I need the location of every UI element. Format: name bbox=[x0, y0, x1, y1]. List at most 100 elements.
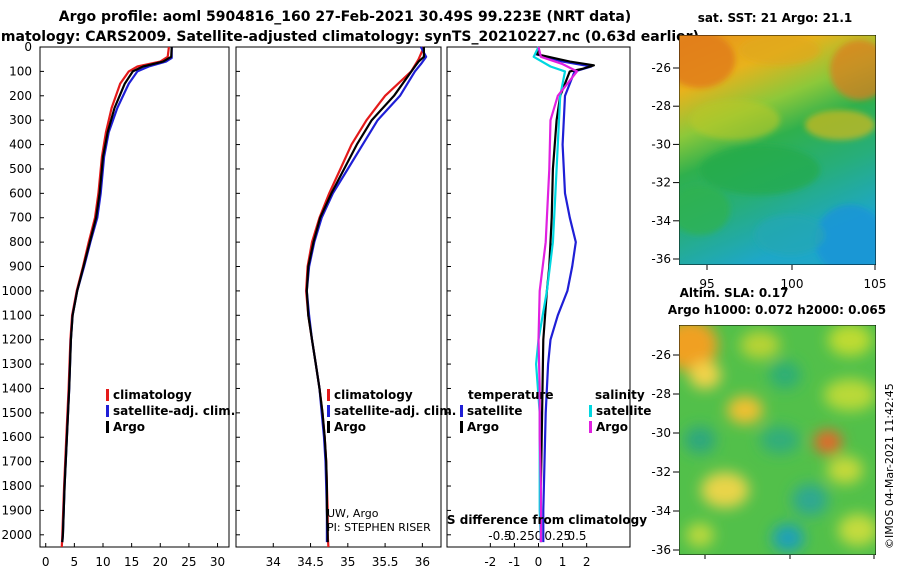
series-line-temperature-satellite bbox=[534, 46, 593, 543]
series-line-salinity-satellite bbox=[532, 46, 567, 543]
depth-tick-label: 400 bbox=[9, 138, 32, 152]
sla-texture bbox=[679, 325, 876, 552]
x-tick-label: 34 bbox=[266, 555, 281, 569]
top-x-tick-label: 0 bbox=[535, 529, 543, 543]
depth-tick-label: 2000 bbox=[1, 528, 32, 542]
salinity-panel-frame bbox=[235, 46, 442, 548]
x-tick-label: 10 bbox=[95, 555, 110, 569]
x-tick-label: 1 bbox=[559, 555, 567, 569]
x-tick-label: -1 bbox=[508, 555, 520, 569]
depth-tick-label: 1500 bbox=[1, 406, 32, 420]
depth-tick-label: 1600 bbox=[1, 430, 32, 444]
depth-tick-label: 1700 bbox=[1, 455, 32, 469]
legend-argo-swatch bbox=[106, 421, 109, 433]
top-x-tick-label: -0.25 bbox=[504, 529, 535, 543]
depth-tick-label: 700 bbox=[9, 211, 32, 225]
legend-sal-argo-swatch bbox=[589, 421, 592, 433]
figure-title-line2: Climatology: CARS2009. Satellite-adjuste… bbox=[0, 29, 699, 45]
lat-tick-label: -30 bbox=[651, 426, 671, 440]
difference-axis-ticks: -2 -1 0 1 2 -0.5-0.25 0 0.250.5 bbox=[484, 529, 590, 569]
legend-climatology-swatch bbox=[327, 389, 330, 401]
lat-tick-label: -32 bbox=[651, 176, 671, 190]
depth-tick-label: 1100 bbox=[1, 308, 32, 322]
lat-tick-label: -36 bbox=[651, 543, 671, 557]
depth-axis-labels: 0 100 200 300 400 500 600 700 800 900 1000 1100 1200… bbox=[1, 40, 451, 542]
temperature-series bbox=[60, 46, 173, 548]
depth-tick-label: 1900 bbox=[1, 503, 32, 517]
depth-tick-label: 600 bbox=[9, 186, 32, 200]
x-tick-label: -2 bbox=[484, 555, 496, 569]
sst-lon-labels: 95 100 105 bbox=[699, 265, 886, 291]
x-tick-label: 5 bbox=[71, 555, 79, 569]
legend-argo: Argo bbox=[113, 420, 145, 434]
legend-title-temperature: temperature bbox=[468, 388, 553, 402]
legend-sal-satellite: satellite bbox=[596, 404, 651, 418]
top-x-tick-label: 0.5 bbox=[567, 529, 586, 543]
sst-lat-labels: -26 -28 -30 -32 -34 -36 bbox=[651, 61, 679, 266]
lon-tick-label: 95 bbox=[699, 277, 714, 291]
series-line-argo bbox=[61, 46, 173, 543]
depth-tick-label: 1400 bbox=[1, 381, 32, 395]
credit-watermark: ©IMOS 04-Mar-2021 11:42:45 bbox=[883, 383, 896, 549]
x-tick-label: 20 bbox=[153, 555, 168, 569]
legend-climatology: climatology bbox=[113, 388, 192, 402]
top-x-tick-label: -0.5 bbox=[488, 529, 511, 543]
x-tick-label: 15 bbox=[124, 555, 139, 569]
legend-temp-satellite: satellite bbox=[467, 404, 522, 418]
temperature-axis-ticks: 0 5 10 15 20 25 30 bbox=[42, 543, 225, 569]
lon-tick-label: 105 bbox=[864, 277, 887, 291]
series-line-salinity-argo bbox=[537, 46, 579, 543]
lat-tick-label: -34 bbox=[651, 504, 671, 518]
lat-tick-label: -36 bbox=[651, 252, 671, 266]
top-x-tick-label: 0.25 bbox=[544, 529, 571, 543]
depth-tick-label: 200 bbox=[9, 89, 32, 103]
difference-series bbox=[532, 46, 596, 543]
depth-tick-label: 900 bbox=[9, 260, 32, 274]
series-line-satellite-adj-clim- bbox=[61, 47, 173, 543]
annotation-institution: UW, Argo bbox=[327, 507, 379, 520]
depth-tick-label: 800 bbox=[9, 235, 32, 249]
depth-tick-label: 1300 bbox=[1, 357, 32, 371]
x-tick-label: 36 bbox=[415, 555, 430, 569]
temperature-legend: climatology satellite-adj. clim. Argo bbox=[106, 388, 235, 434]
sst-map-title: sat. SST: 21 Argo: 21.1 bbox=[698, 11, 852, 25]
lat-tick-label: -26 bbox=[651, 61, 671, 75]
depth-tick-label: 100 bbox=[9, 64, 32, 78]
x-tick-label: 30 bbox=[210, 555, 225, 569]
depth-tick-label: 0 bbox=[24, 40, 32, 54]
sst-texture bbox=[679, 35, 876, 265]
temperature-panel-frame bbox=[39, 46, 230, 548]
sla-map-subtitle: Argo h1000: 0.072 h2000: 0.065 bbox=[668, 303, 886, 317]
sla-map: Altim. SLA: 0.17 Argo h1000: 0.072 h2000… bbox=[651, 286, 886, 559]
figure-title-line1: Argo profile: aoml 5904816_160 27-Feb-20… bbox=[59, 9, 631, 25]
depth-tick-label: 300 bbox=[9, 113, 32, 127]
legend-sal-argo: Argo bbox=[596, 420, 628, 434]
lat-tick-label: -26 bbox=[651, 348, 671, 362]
difference-legend: temperature salinity satellite Argo sate… bbox=[447, 388, 651, 527]
x-tick-label: 0 bbox=[42, 555, 50, 569]
legend-satellite-swatch bbox=[327, 405, 330, 417]
legend-satellite: satellite-adj. clim. bbox=[113, 404, 235, 418]
lat-tick-label: -30 bbox=[651, 137, 671, 151]
x-tick-label: 25 bbox=[181, 555, 196, 569]
lat-tick-label: -34 bbox=[651, 214, 671, 228]
sla-lon-ticks bbox=[704, 555, 875, 559]
x-tick-label: 35 bbox=[340, 555, 355, 569]
x-tick-label: 34.5 bbox=[297, 555, 324, 569]
lon-tick-label: 100 bbox=[781, 277, 804, 291]
legend-satellite: satellite-adj. clim. bbox=[334, 404, 456, 418]
annotation-pi: PI: STEPHEN RISER bbox=[327, 521, 431, 534]
top-axis-title: S difference from climatology bbox=[447, 513, 647, 527]
sla-lat-labels: -26 -28 -30 -32 -34 -36 bbox=[651, 348, 679, 557]
salinity-series bbox=[305, 46, 428, 548]
series-line-climatology bbox=[305, 46, 425, 548]
legend-climatology-swatch bbox=[106, 389, 109, 401]
lat-tick-label: -28 bbox=[651, 99, 671, 113]
series-line-argo bbox=[305, 47, 425, 543]
depth-tick-label: 1800 bbox=[1, 479, 32, 493]
legend-temp-argo-swatch bbox=[460, 421, 463, 433]
legend-argo-swatch bbox=[327, 421, 330, 433]
legend-argo: Argo bbox=[334, 420, 366, 434]
legend-climatology: climatology bbox=[334, 388, 413, 402]
